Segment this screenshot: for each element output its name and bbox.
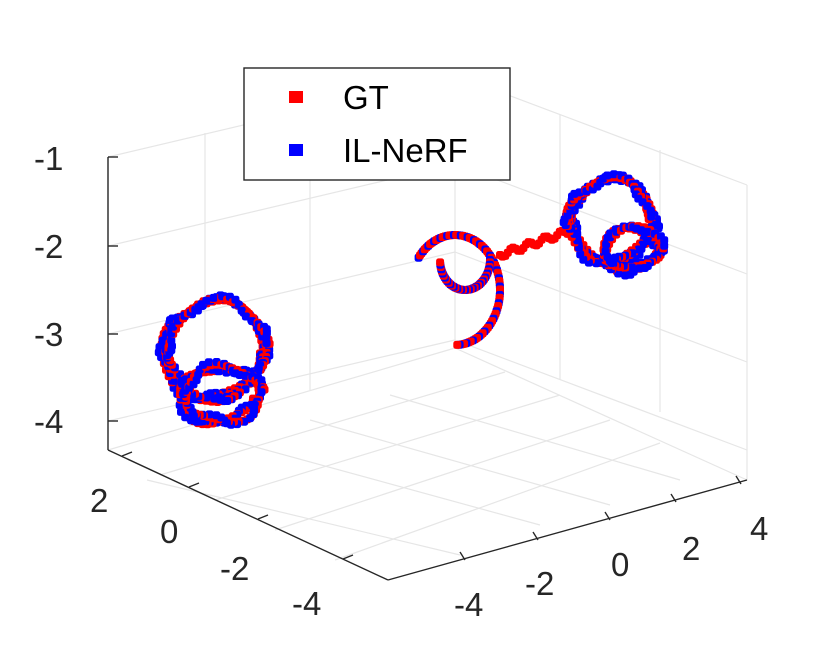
- gt-point: [453, 340, 462, 349]
- ilnerf-point: [210, 394, 219, 403]
- z-tick-label: -2: [34, 228, 63, 265]
- ilnerf-point: [262, 339, 271, 348]
- ilnerf-point: [614, 269, 623, 278]
- ilnerf-point: [169, 322, 177, 331]
- ilnerf-point: [660, 241, 669, 250]
- ilnerf-point: [209, 293, 218, 302]
- ilnerf-point: [627, 263, 636, 272]
- y-tick-label: -4: [292, 585, 321, 622]
- ilnerf-point: [634, 245, 643, 254]
- ilnerf-point: [214, 367, 223, 376]
- ilnerf-point: [167, 336, 176, 345]
- ilnerf-point: [609, 170, 618, 179]
- ilnerf-point: [637, 226, 646, 235]
- x-tick-labels: -4 -2 0 2 4: [454, 510, 768, 623]
- legend-label-ilnerf: IL-NeRF: [343, 132, 468, 169]
- ilnerf-point: [257, 388, 266, 397]
- data-points: [154, 170, 669, 429]
- legend: GT IL-NeRF: [243, 67, 511, 181]
- x-tick-label: 2: [682, 530, 700, 567]
- legend-label-gt: GT: [343, 79, 389, 116]
- y-tick-label: 0: [160, 513, 178, 550]
- ilnerf-point: [621, 271, 630, 280]
- ilnerf-point: [603, 171, 612, 180]
- legend-marker-ilnerf: [289, 144, 303, 156]
- y-tick-label: 2: [90, 482, 108, 519]
- z-tick-label: -4: [34, 403, 63, 440]
- ilnerf-point: [212, 411, 221, 420]
- x-tick-label: 0: [611, 546, 629, 583]
- ilnerf-point: [601, 247, 610, 256]
- z-tick-label: -1: [34, 140, 63, 177]
- ilnerf-point: [204, 358, 213, 367]
- y-tick-label: -2: [220, 550, 249, 587]
- ilnerf-point: [202, 393, 211, 402]
- ilnerf-point: [202, 296, 211, 305]
- y-axis-ticks: [121, 451, 354, 560]
- z-tick-label: -3: [34, 316, 63, 353]
- x-tick-label: -4: [454, 586, 483, 623]
- z-axis-ticks: [108, 156, 118, 422]
- y-tick-labels: 2 0 -2 -4: [90, 482, 321, 622]
- ilnerf-point: [177, 407, 185, 416]
- ilnerf-point: [576, 250, 585, 259]
- axis-lines: [107, 157, 748, 581]
- legend-box: [243, 67, 511, 181]
- ilnerf-point: [241, 312, 250, 321]
- x-tick-label: -2: [525, 565, 554, 602]
- ilnerf-point: [241, 371, 250, 380]
- ilnerf-point: [647, 212, 656, 221]
- x-axis-ticks: [459, 475, 742, 561]
- ilnerf-point: [602, 240, 611, 249]
- legend-marker-gt: [289, 91, 303, 103]
- ilnerf-point: [170, 376, 179, 385]
- ilnerf-point: [606, 233, 614, 242]
- gt-point: [436, 258, 445, 267]
- ilnerf-point: [643, 227, 652, 236]
- z-tick-labels: -1 -2 -3 -4: [34, 140, 63, 440]
- ilnerf-point: [635, 264, 644, 273]
- x-tick-label: 4: [750, 510, 768, 547]
